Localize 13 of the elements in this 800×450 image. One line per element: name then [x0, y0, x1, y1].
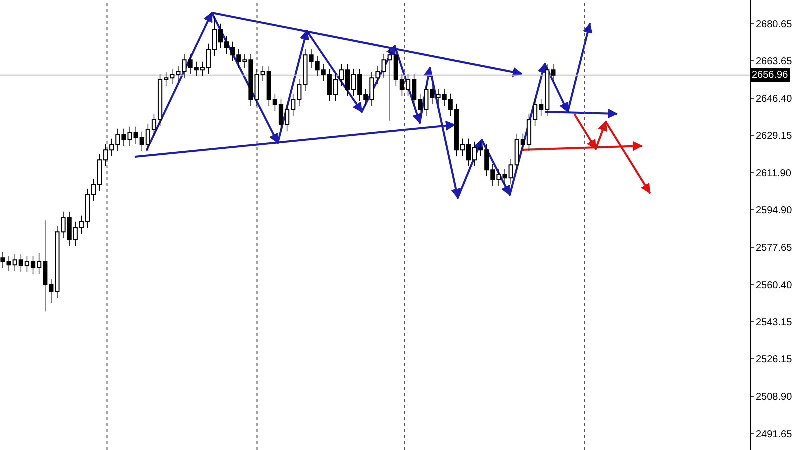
y-tick-label: 2611.90 — [756, 168, 792, 180]
y-tick-label: 2491.65 — [756, 429, 793, 440]
y-tick-label: 2508.90 — [756, 392, 793, 404]
y-tick-label: 2680.65 — [756, 19, 793, 30]
y-tick-label: 2663.65 — [756, 56, 793, 68]
y-tick-label: 2526.15 — [756, 354, 793, 366]
y-tick-label: 2577.65 — [756, 242, 793, 254]
ref-line-label: 2656.96 — [752, 70, 789, 81]
y-tick-label: 2646.40 — [756, 94, 793, 105]
y-tick-label: 2629.15 — [756, 131, 793, 142]
y-tick-label: 2594.90 — [756, 205, 793, 216]
y-tick-label: 2543.15 — [756, 318, 793, 329]
y-tick-label: 2560.40 — [756, 280, 793, 292]
